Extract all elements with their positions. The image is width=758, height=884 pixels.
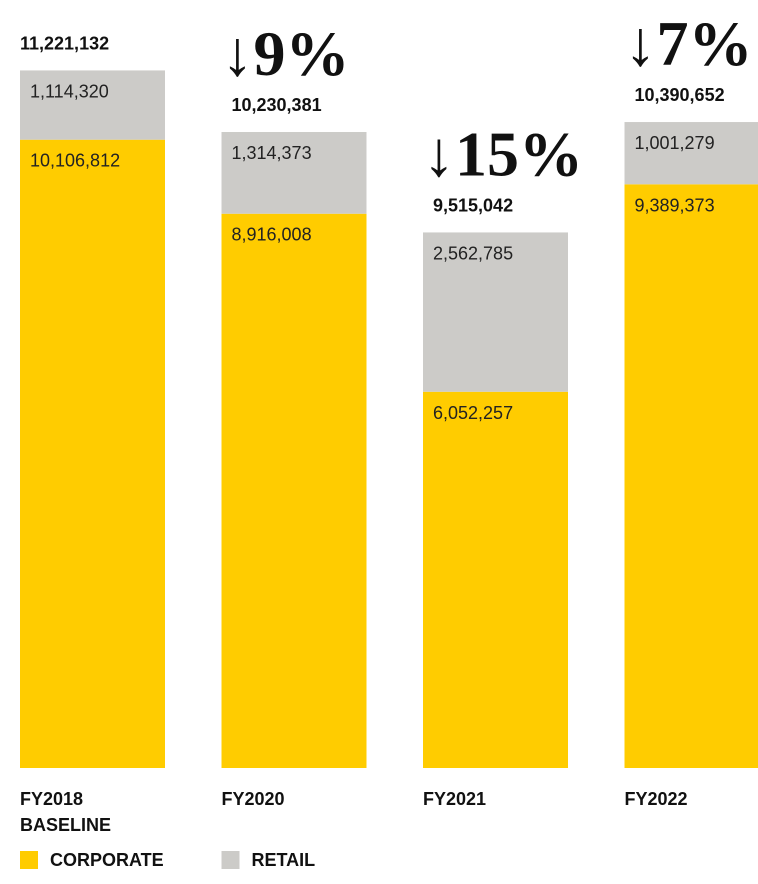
segment-label: 1,114,320 xyxy=(30,81,109,101)
category-label: FY2021 xyxy=(423,789,487,809)
total-label: 10,230,381 xyxy=(232,95,322,115)
legend-swatch xyxy=(221,851,240,869)
change-annotation: ↓7% xyxy=(625,8,753,79)
legend-swatch xyxy=(20,851,38,869)
bar-segment xyxy=(221,213,367,768)
category-label: FY2018 BASELINE xyxy=(20,789,112,835)
change-annotation: ↓9% xyxy=(222,18,350,89)
total-label: 10,390,652 xyxy=(635,85,725,105)
bar-segment xyxy=(624,122,758,185)
segment-label: 9,389,373 xyxy=(635,195,715,215)
bar-segment xyxy=(20,70,165,140)
bar-segment xyxy=(423,391,568,768)
total-label: 9,515,042 xyxy=(433,195,513,215)
change-annotation: ↓15% xyxy=(423,118,583,189)
segment-label: 10,106,812 xyxy=(30,151,120,171)
bar-segment xyxy=(20,139,165,769)
category-label: FY2022 xyxy=(624,789,688,809)
bar-segment xyxy=(423,232,568,392)
category-label: FY2020 xyxy=(221,789,285,809)
segment-label: 6,052,257 xyxy=(433,403,513,423)
bar-segment xyxy=(221,132,367,214)
segment-label: 1,001,279 xyxy=(635,133,715,153)
legend-label: RETAIL xyxy=(252,850,316,870)
legend-label: CORPORATE xyxy=(50,850,164,870)
segment-label: 1,314,373 xyxy=(232,143,312,163)
bar-segment xyxy=(624,184,758,769)
segment-label: 2,562,785 xyxy=(433,243,513,263)
segment-label: 8,916,008 xyxy=(232,225,312,245)
total-label: 11,221,132 xyxy=(20,33,109,53)
